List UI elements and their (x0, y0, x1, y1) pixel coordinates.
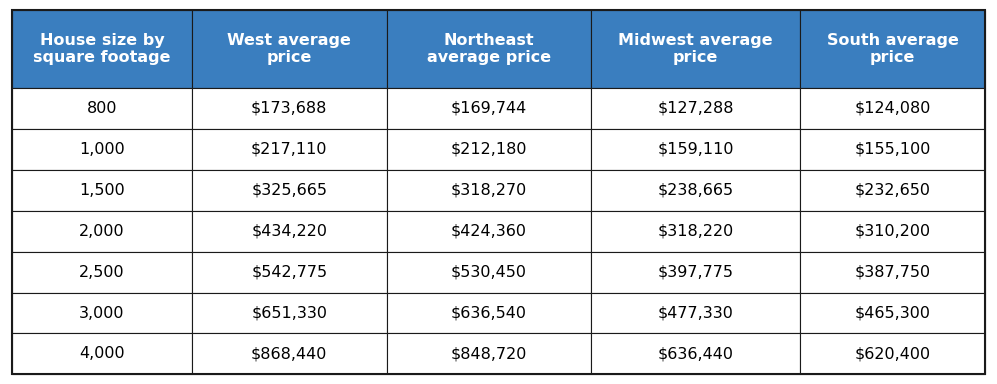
Text: $620,400: $620,400 (854, 346, 930, 361)
Bar (801, 333, 985, 374)
Text: $159,110: $159,110 (657, 142, 734, 157)
Text: House size by
square footage: House size by square footage (33, 33, 170, 65)
Bar (12, 88, 192, 129)
Text: 4,000: 4,000 (79, 346, 125, 361)
Bar (591, 211, 801, 252)
Bar (387, 252, 591, 293)
Bar (192, 211, 387, 252)
Text: $424,360: $424,360 (451, 224, 526, 239)
Text: 3,000: 3,000 (79, 306, 125, 321)
Bar (591, 252, 801, 293)
Text: $387,750: $387,750 (854, 265, 930, 280)
Text: 800: 800 (87, 101, 118, 116)
Text: $232,650: $232,650 (854, 183, 930, 198)
Bar (12, 170, 192, 211)
Text: $169,744: $169,744 (451, 101, 526, 116)
Bar (12, 333, 192, 374)
Text: $434,220: $434,220 (251, 224, 327, 239)
Bar (192, 252, 387, 293)
Bar (387, 170, 591, 211)
Bar (192, 293, 387, 333)
Text: $397,775: $397,775 (658, 265, 734, 280)
Bar (591, 10, 801, 88)
Text: $310,200: $310,200 (854, 224, 930, 239)
Bar (12, 10, 192, 88)
Text: $155,100: $155,100 (854, 142, 931, 157)
Bar (192, 129, 387, 170)
Bar (801, 129, 985, 170)
Text: 1,500: 1,500 (79, 183, 125, 198)
Bar (591, 333, 801, 374)
Text: $173,688: $173,688 (251, 101, 327, 116)
Text: $465,300: $465,300 (854, 306, 930, 321)
Text: 1,000: 1,000 (79, 142, 125, 157)
Bar (801, 252, 985, 293)
Text: $651,330: $651,330 (251, 306, 327, 321)
Bar (387, 293, 591, 333)
Bar (801, 293, 985, 333)
Bar (387, 129, 591, 170)
Text: 2,000: 2,000 (79, 224, 125, 239)
Text: $636,540: $636,540 (451, 306, 526, 321)
Text: $530,450: $530,450 (451, 265, 526, 280)
Text: $868,440: $868,440 (251, 346, 327, 361)
Bar (192, 88, 387, 129)
Bar (387, 88, 591, 129)
Bar (12, 211, 192, 252)
Bar (12, 129, 192, 170)
Text: $318,270: $318,270 (451, 183, 526, 198)
Text: $542,775: $542,775 (251, 265, 327, 280)
Text: $318,220: $318,220 (657, 224, 734, 239)
Bar (12, 252, 192, 293)
Text: West average
price: West average price (227, 33, 351, 65)
Bar (12, 293, 192, 333)
Text: South average
price: South average price (827, 33, 958, 65)
Bar (591, 170, 801, 211)
Text: $127,288: $127,288 (657, 101, 734, 116)
Text: $636,440: $636,440 (658, 346, 734, 361)
Text: $848,720: $848,720 (451, 346, 527, 361)
Text: $217,110: $217,110 (251, 142, 328, 157)
Bar (591, 88, 801, 129)
Text: Northeast
average price: Northeast average price (427, 33, 550, 65)
Bar (387, 211, 591, 252)
Bar (387, 10, 591, 88)
Bar (801, 211, 985, 252)
Bar (801, 170, 985, 211)
Text: $212,180: $212,180 (451, 142, 527, 157)
Text: $325,665: $325,665 (251, 183, 327, 198)
Bar (591, 129, 801, 170)
Text: $238,665: $238,665 (657, 183, 734, 198)
Text: $477,330: $477,330 (658, 306, 734, 321)
Bar (387, 333, 591, 374)
Bar (591, 293, 801, 333)
Text: 2,500: 2,500 (79, 265, 125, 280)
Bar (801, 10, 985, 88)
Bar (801, 88, 985, 129)
Bar (192, 170, 387, 211)
Text: $124,080: $124,080 (854, 101, 931, 116)
Text: Midwest average
price: Midwest average price (618, 33, 773, 65)
Bar (192, 333, 387, 374)
Bar (192, 10, 387, 88)
